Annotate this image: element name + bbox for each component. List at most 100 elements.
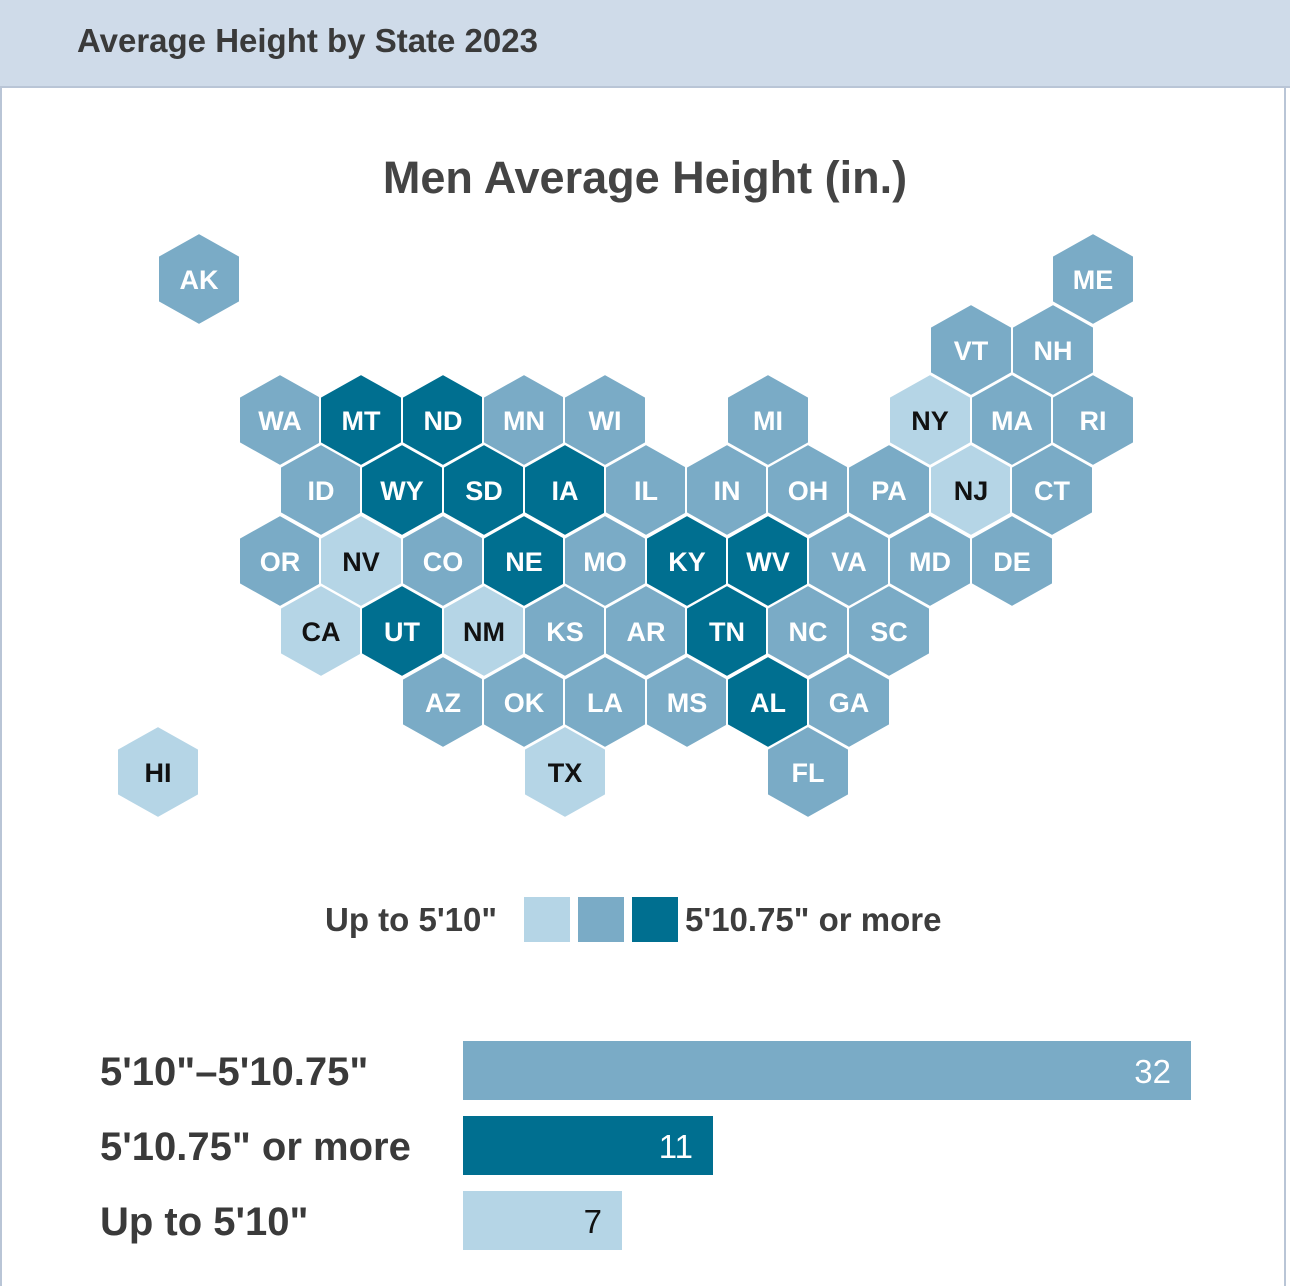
state-tile-mo: MO [563,513,647,609]
state-label: GA [829,688,870,718]
state-label: LA [587,688,623,718]
state-tile-wy: WY [360,442,444,538]
state-tile-wi: WI [563,372,647,468]
bar: 7 [463,1191,622,1250]
legend: Up to 5'10" 5'10.75" or more [0,897,1290,945]
state-label: NH [1034,336,1073,366]
state-label: ND [424,406,463,436]
chart-title: Men Average Height (in.) [382,152,908,203]
state-tile-oh: OH [766,442,850,538]
state-hex [847,583,931,679]
state-hex [766,724,850,820]
state-label: WY [380,476,424,506]
state-label: NC [789,617,828,647]
bar-label: 5'10"–5'10.75" [100,1050,369,1094]
state-label: NV [342,547,380,577]
state-hex [157,231,241,327]
state-label: IL [634,476,658,506]
state-tile-nv: NV [319,513,403,609]
state-tile-az: AZ [401,654,485,750]
state-label: RI [1080,406,1107,436]
state-label: MD [909,547,951,577]
state-hex [1051,231,1135,327]
state-label: WI [589,406,622,436]
state-label: CT [1034,476,1070,506]
state-tile-ks: KS [523,583,607,679]
state-label: NJ [954,476,989,506]
state-label: AK [180,265,219,295]
state-tile-md: MD [888,513,972,609]
state-label: MS [667,688,708,718]
state-label: KS [546,617,584,647]
bar-label: Up to 5'10" [100,1200,309,1244]
state-tile-ms: MS [645,654,729,750]
state-label: TN [709,617,745,647]
state-hex [970,513,1054,609]
state-label: OH [788,476,829,506]
state-tile-nj: NJ [929,442,1013,538]
state-label: ME [1073,265,1114,295]
state-label: NM [463,617,505,647]
state-label: AZ [425,688,461,718]
legend-high-label: 5'10.75" or more [685,901,942,938]
state-tile-me: ME [1051,231,1135,327]
state-label: OR [260,547,301,577]
state-label: MA [991,406,1033,436]
state-label: MT [342,406,381,436]
legend-swatch-low [524,897,570,942]
state-tile-nc: NC [766,583,850,679]
state-tile-al: AL [726,654,810,750]
state-tile-hi: HI [116,724,200,820]
state-label: DE [993,547,1031,577]
state-label: PA [871,476,907,506]
state-label: TX [548,758,583,788]
state-tile-mt: MT [319,372,403,468]
state-tile-co: CO [401,513,485,609]
state-tile-sd: SD [442,442,526,538]
state-tile-id: ID [279,442,363,538]
state-label: AR [627,617,666,647]
state-label: MO [583,547,627,577]
bar: 32 [463,1041,1191,1100]
state-label: KY [668,547,706,577]
state-label: MI [753,406,783,436]
state-tile-mn: MN [482,372,566,468]
state-tile-la: LA [563,654,647,750]
header-title: Average Height by State 2023 [77,22,538,59]
state-label: SD [465,476,503,506]
legend-swatch-mid [578,897,624,942]
state-tile-de: DE [970,513,1054,609]
state-label: ID [308,476,335,506]
state-label: VA [831,547,867,577]
state-tile-ut: UT [360,583,444,679]
state-hex [523,724,607,820]
hex-tile-map: AK ME VT NH WA MT ND MN WI MI NY MA RI ID WY SD IA IL IN OH… [116,231,1135,820]
state-tile-ak: AK [157,231,241,327]
state-label: NY [911,406,949,436]
state-label: WA [258,406,302,436]
bar-value-label: 7 [583,1203,602,1240]
legend-low-label: Up to 5'10" [325,901,498,938]
state-tile-ky: KY [645,513,729,609]
state-label: UT [384,617,420,647]
state-label: NE [505,547,543,577]
state-tile-wa: WA [238,372,322,468]
state-label: MN [503,406,545,436]
state-label: HI [145,758,172,788]
state-tile-ct: CT [1010,442,1094,538]
state-label: OK [504,688,545,718]
state-tile-tx: TX [523,724,607,820]
state-tile-va: VA [807,513,891,609]
state-label: IN [714,476,741,506]
state-tile-ia: IA [523,442,607,538]
legend-swatch-high [632,897,678,942]
state-tile-nm: NM [442,583,526,679]
state-tile-or: OR [238,513,322,609]
state-tile-pa: PA [847,442,931,538]
state-tile-ar: AR [604,583,688,679]
state-label: WV [746,547,790,577]
bar-value-label: 11 [658,1128,693,1165]
header-bar: Average Height by State 2023 [0,0,1290,88]
state-label: AL [750,688,786,718]
